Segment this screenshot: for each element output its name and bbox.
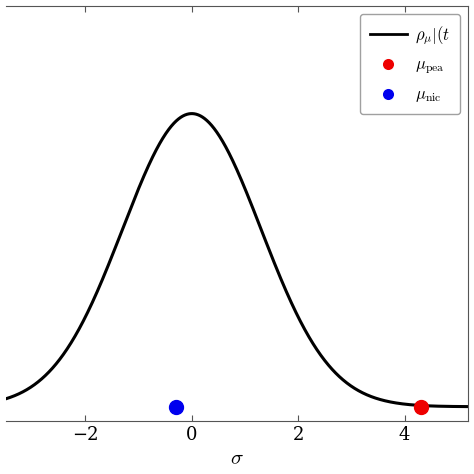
Point xyxy=(172,403,180,410)
Legend: $\rho_\mu|(t$, $\mu_\mathrm{pea}$, $\mu_\mathrm{nic}$: $\rho_\mu|(t$, $\mu_\mathrm{pea}$, $\mu_… xyxy=(360,14,460,114)
Point xyxy=(417,403,424,410)
X-axis label: $\sigma$: $\sigma$ xyxy=(230,449,244,468)
